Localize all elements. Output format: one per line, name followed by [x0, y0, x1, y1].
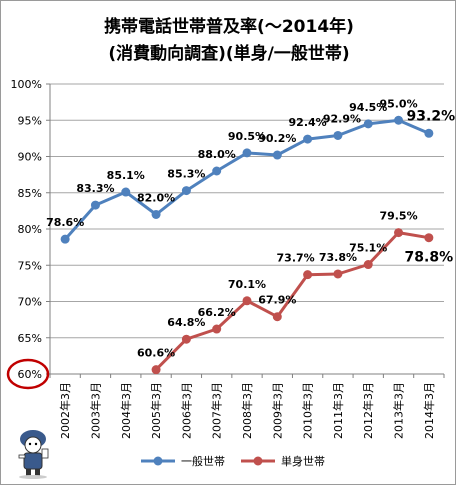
data-point: [121, 187, 131, 197]
data-point: [181, 334, 191, 344]
data-point: [394, 115, 404, 125]
x-tick-label: 2011年3月: [331, 382, 345, 439]
data-label: 66.2%: [198, 306, 236, 319]
data-label: 70.1%: [228, 278, 266, 291]
data-point: [212, 324, 222, 334]
data-label: 85.1%: [107, 169, 145, 182]
x-tick-label: 2008年3月: [240, 382, 254, 439]
data-label: 64.8%: [167, 316, 205, 329]
gridlines: [50, 83, 444, 375]
data-label: 90.2%: [258, 132, 296, 145]
data-point: [424, 233, 434, 243]
data-label: 93.2%: [407, 108, 456, 124]
data-label: 82.0%: [137, 192, 175, 205]
data-point: [151, 365, 161, 375]
data-label: 94.5%: [349, 101, 387, 114]
data-label: 85.3%: [167, 168, 205, 181]
legend-marker: [153, 456, 163, 466]
data-point: [363, 260, 373, 270]
data-point: [363, 119, 373, 129]
data-point: [90, 200, 100, 210]
x-tick-label: 2009年3月: [270, 382, 284, 439]
y-tick-label: 60%: [18, 368, 42, 381]
legend-label: 一般世帯: [181, 455, 225, 468]
chart-title: 携帯電話世帯普及率(～2014年): [104, 16, 354, 37]
x-tick-label: 2004年3月: [119, 382, 133, 439]
data-label: 78.6%: [46, 216, 84, 229]
data-labels: 78.6% 83.3%85.1% 82.0% 85.3% 88.0% 90.5%90.2%…: [46, 97, 455, 359]
data-point: [212, 166, 222, 176]
data-point: [303, 270, 313, 280]
data-label: 92.9%: [323, 112, 361, 125]
data-point: [333, 130, 343, 140]
data-label: 67.9%: [258, 294, 296, 307]
legend-label: 単身世帯: [281, 454, 325, 468]
axes: [46, 83, 445, 378]
data-point: [181, 186, 191, 196]
x-tick-label: 2003年3月: [88, 382, 102, 439]
data-point: [272, 150, 282, 160]
data-point: [394, 228, 404, 238]
data-point: [424, 128, 434, 138]
x-tick-label: 2007年3月: [210, 382, 224, 439]
x-tick-label: 2005年3月: [149, 382, 163, 439]
series-line: [155, 231, 430, 371]
data-label: 88.0%: [198, 148, 236, 161]
y-tick-label: 75%: [18, 259, 42, 272]
data-label: 78.8%: [405, 250, 454, 266]
data-label: 75.1%: [349, 242, 387, 255]
data-label: 60.6%: [137, 347, 175, 360]
y-tick-label: 80%: [18, 223, 42, 236]
chart-subtitle: (消費動向調査)(単身/一般世帯): [108, 43, 349, 64]
x-tick-label: 2013年3月: [392, 382, 406, 439]
data-point: [333, 269, 343, 279]
y-tick-label: 65%: [18, 332, 42, 345]
mascot-illustration: [18, 430, 49, 479]
y-tick-label: 100%: [11, 78, 42, 91]
data-label: 73.7%: [277, 252, 315, 265]
data-point: [242, 296, 252, 306]
data-point: [242, 148, 252, 158]
x-tick-label: 2010年3月: [301, 382, 315, 439]
highlight-circle: [6, 358, 50, 390]
data-label: 83.3%: [76, 182, 114, 195]
y-tick-labels: 100% 95% 90% 85% 80% 75% 70% 65% 60%: [6, 78, 50, 390]
x-tick-label: 2002年3月: [58, 382, 72, 439]
y-tick-label: 85%: [18, 187, 42, 200]
legend: 一般世帯 単身世帯: [141, 454, 325, 468]
series-layer: [60, 115, 434, 375]
legend-marker: [253, 456, 263, 466]
y-tick-label: 90%: [18, 151, 42, 164]
x-tick-labels: 2002年3月 2003年3月 2004年3月 2005年3月 2006年3月 2007年…: [58, 382, 436, 439]
x-tick-label: 2012年3月: [361, 382, 375, 439]
y-tick-label: 95%: [18, 114, 42, 127]
y-tick-label: 70%: [18, 296, 42, 309]
data-point: [151, 210, 161, 219]
data-label: 92.4%: [289, 116, 327, 129]
data-label: 79.5%: [379, 210, 417, 223]
data-label: 90.5%: [228, 130, 266, 143]
data-point: [60, 234, 70, 244]
data-label: 73.8%: [319, 251, 357, 264]
x-tick-label: 2006年3月: [179, 382, 193, 439]
x-tick-label: 2014年3月: [422, 382, 436, 439]
data-point: [272, 312, 282, 322]
data-point: [303, 134, 313, 144]
data-label: 95.0%: [379, 97, 417, 110]
